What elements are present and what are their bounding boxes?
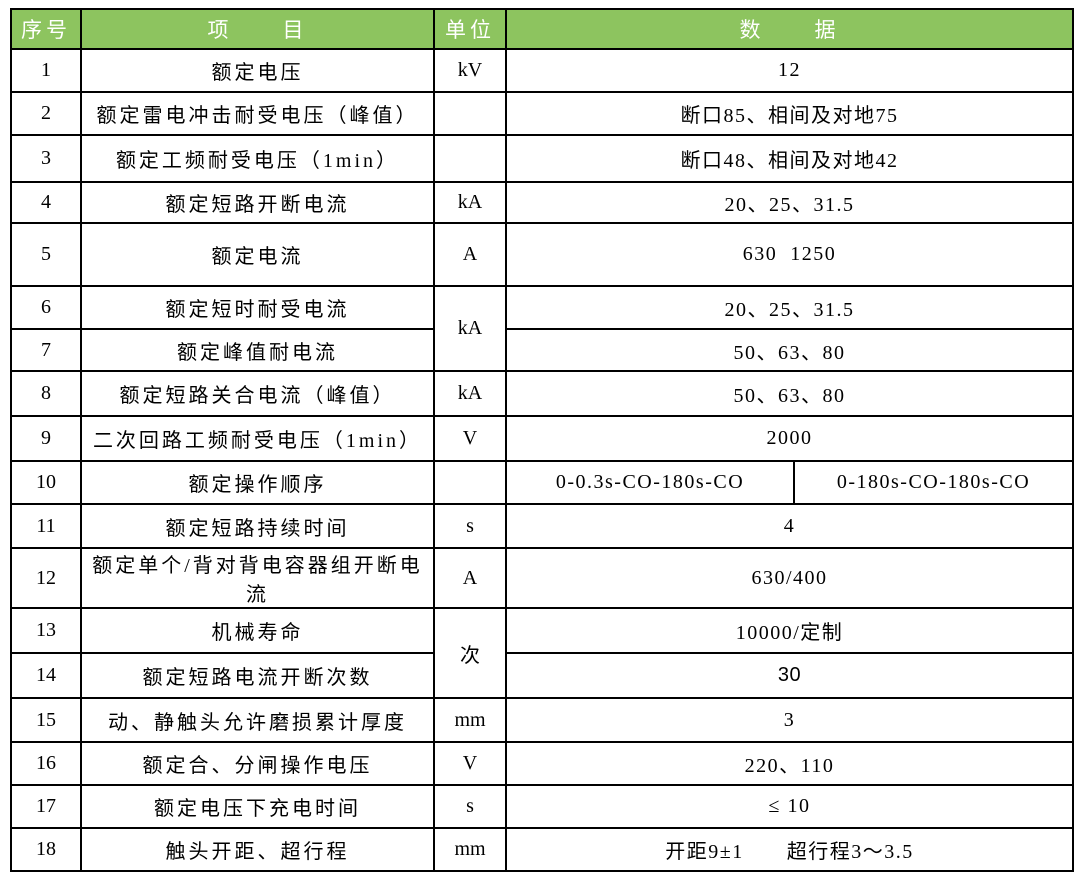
data-cell: 50、63、80 [505, 328, 1074, 372]
data-cell: 12 [505, 48, 1074, 93]
table-row: 14 额定短路电流开断次数 30 [10, 652, 1074, 699]
data-cell: 20、25、31.5 [505, 181, 1074, 224]
data-cell-right: 0-180s-CO-180s-CO [793, 460, 1074, 505]
item-cell: 额定短时耐受电流 [80, 285, 435, 330]
unit-cell: A [433, 547, 507, 609]
data-cell: 30 [505, 652, 1074, 699]
item-cell: 额定短路关合电流（峰值） [80, 370, 435, 417]
data-cell: 20、25、31.5 [505, 285, 1074, 330]
unit-cell [433, 134, 507, 183]
unit-cell: kV [433, 48, 507, 93]
item-cell: 额定单个/背对背电容器组开断电流 [80, 547, 435, 609]
data-cell: 断口48、相间及对地42 [505, 134, 1074, 183]
serial-cell: 6 [10, 285, 82, 330]
item-cell: 触头开距、超行程 [80, 827, 435, 872]
table-row: 11 额定短路持续时间 s 4 [10, 503, 1074, 549]
item-cell: 额定电压 [80, 48, 435, 93]
serial-cell: 9 [10, 415, 82, 462]
serial-cell: 11 [10, 503, 82, 549]
unit-cell: kA [433, 370, 507, 417]
data-cell: 开距9±1 超行程3～3.5 [505, 827, 1074, 872]
table-row: 9 二次回路工频耐受电压（1min） V 2000 [10, 415, 1074, 462]
serial-cell: 10 [10, 460, 82, 505]
table-row: 17 额定电压下充电时间 s ≤ 10 [10, 784, 1074, 829]
table-row: 4 额定短路开断电流 kA 20、25、31.5 [10, 181, 1074, 224]
serial-cell: 12 [10, 547, 82, 609]
data-cell: 630/400 [505, 547, 1074, 609]
table-row: 3 额定工频耐受电压（1min） 断口48、相间及对地42 [10, 134, 1074, 183]
data-cell: 3 [505, 697, 1074, 743]
header-data: 数 据 [505, 8, 1074, 50]
item-cell: 机械寿命 [80, 607, 435, 654]
table-row: 16 额定合、分闸操作电压 V 220、110 [10, 741, 1074, 786]
table-row: 8 额定短路关合电流（峰值） kA 50、63、80 [10, 370, 1074, 417]
spec-table: 序号 项 目 单位 数 据 1 额定电压 kV 12 2 额定雷电冲击耐受电压（… [10, 8, 1074, 872]
table-row: 12 额定单个/背对背电容器组开断电流 A 630/400 [10, 547, 1074, 609]
unit-cell: s [433, 503, 507, 549]
data-cell-left: 0-0.3s-CO-180s-CO [505, 460, 795, 505]
table-row: 13 机械寿命 次 10000/定制 [10, 607, 1074, 699]
unit-cell [433, 460, 507, 505]
item-cell: 额定操作顺序 [80, 460, 435, 505]
serial-cell: 3 [10, 134, 82, 183]
serial-cell: 15 [10, 697, 82, 743]
data-cell: 2000 [505, 415, 1074, 462]
table-row: 15 动、静触头允许磨损累计厚度 mm 3 [10, 697, 1074, 743]
item-cell: 额定短路开断电流 [80, 181, 435, 224]
data-cell: 断口85、相间及对地75 [505, 91, 1074, 136]
table-row: 18 触头开距、超行程 mm 开距9±1 超行程3～3.5 [10, 827, 1074, 872]
item-cell: 额定短路持续时间 [80, 503, 435, 549]
unit-cell-merged: 次 [433, 607, 507, 699]
data-cell: ≤ 10 [505, 784, 1074, 829]
table-row: 5 额定电流 A 630 1250 [10, 222, 1074, 287]
data-cell: 220、110 [505, 741, 1074, 786]
table-row: 1 额定电压 kV 12 [10, 48, 1074, 93]
table-row: 2 额定雷电冲击耐受电压（峰值） 断口85、相间及对地75 [10, 91, 1074, 136]
unit-cell: mm [433, 827, 507, 872]
data-cell: 4 [505, 503, 1074, 549]
serial-cell: 17 [10, 784, 82, 829]
table-row: 6 额定短时耐受电流 kA 20、25、31.5 [10, 285, 1074, 372]
item-cell: 额定峰值耐电流 [80, 328, 435, 372]
unit-cell: kA [433, 181, 507, 224]
data-cell: 10000/定制 [505, 607, 1074, 654]
item-cell: 额定短路电流开断次数 [80, 652, 435, 699]
item-cell: 额定雷电冲击耐受电压（峰值） [80, 91, 435, 136]
serial-cell: 5 [10, 222, 82, 287]
serial-cell: 16 [10, 741, 82, 786]
header-unit: 单位 [433, 8, 507, 50]
serial-cell: 13 [10, 607, 82, 654]
unit-cell: mm [433, 697, 507, 743]
unit-cell: V [433, 741, 507, 786]
header-serial: 序号 [10, 8, 82, 50]
table-row: 7 额定峰值耐电流 50、63、80 [10, 328, 1074, 372]
item-cell: 额定电流 [80, 222, 435, 287]
serial-cell: 14 [10, 652, 82, 699]
serial-cell: 18 [10, 827, 82, 872]
header-item: 项 目 [80, 8, 435, 50]
unit-cell-merged: kA [433, 285, 507, 372]
item-cell: 额定合、分闸操作电压 [80, 741, 435, 786]
item-cell: 二次回路工频耐受电压（1min） [80, 415, 435, 462]
serial-cell: 2 [10, 91, 82, 136]
serial-cell: 8 [10, 370, 82, 417]
unit-cell: s [433, 784, 507, 829]
unit-cell: V [433, 415, 507, 462]
data-cell: 50、63、80 [505, 370, 1074, 417]
item-cell: 动、静触头允许磨损累计厚度 [80, 697, 435, 743]
item-cell: 额定工频耐受电压（1min） [80, 134, 435, 183]
serial-cell: 7 [10, 328, 82, 372]
header-row: 序号 项 目 单位 数 据 [10, 8, 1074, 50]
unit-cell: A [433, 222, 507, 287]
table-row: 10 额定操作顺序 0-0.3s-CO-180s-CO 0-180s-CO-18… [10, 460, 1074, 505]
data-cell: 630 1250 [505, 222, 1074, 287]
serial-cell: 1 [10, 48, 82, 93]
item-cell: 额定电压下充电时间 [80, 784, 435, 829]
unit-cell [433, 91, 507, 136]
serial-cell: 4 [10, 181, 82, 224]
